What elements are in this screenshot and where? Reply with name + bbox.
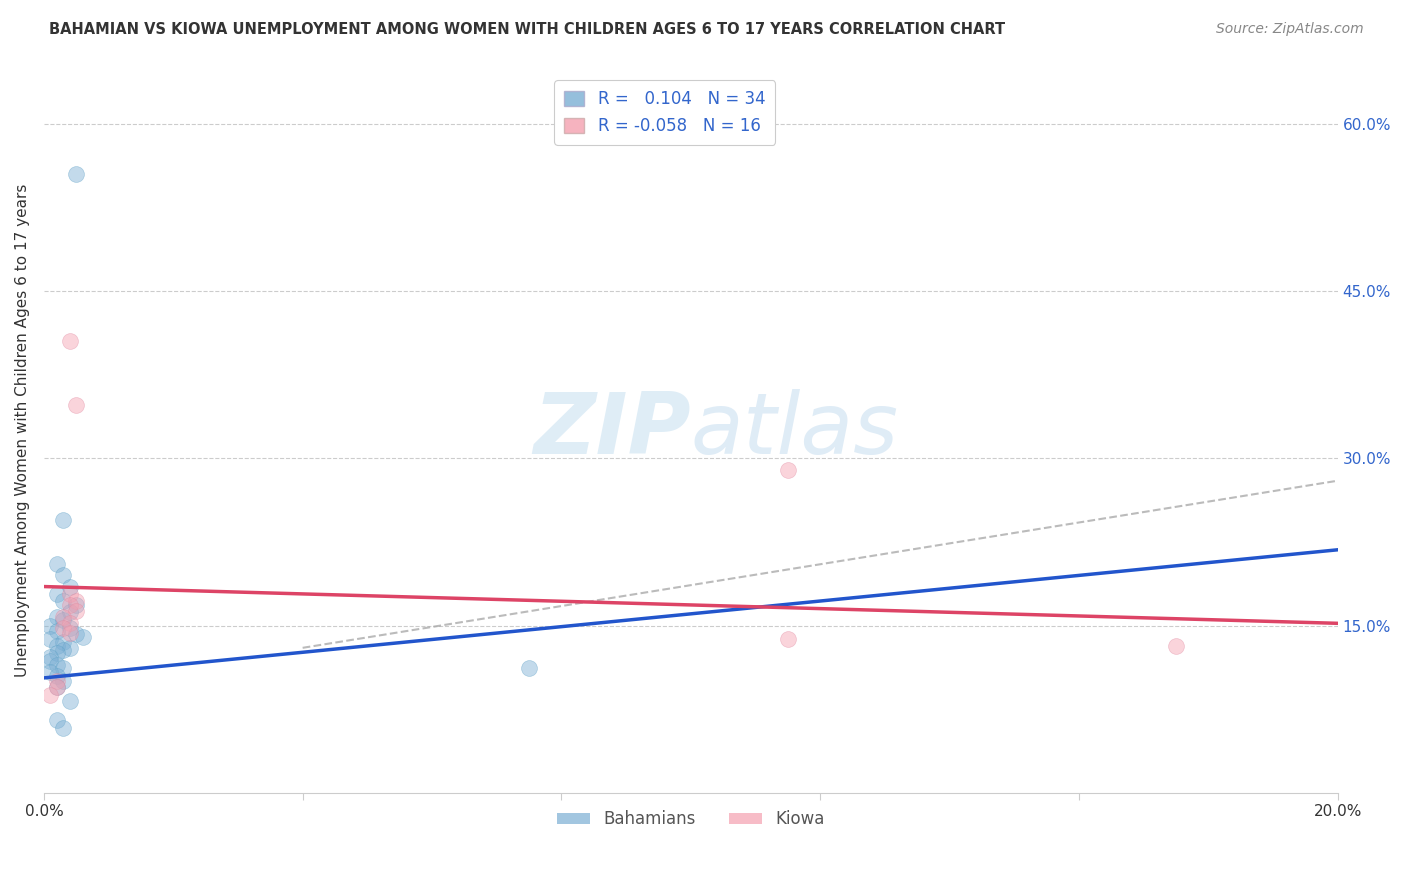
- Point: [65, 398, 87, 412]
- Point: [39, 632, 62, 646]
- Point: [45, 647, 67, 661]
- Point: [59, 334, 82, 349]
- Point: [59, 640, 82, 655]
- Point: [59, 621, 82, 635]
- Text: atlas: atlas: [690, 389, 898, 472]
- Point: [52, 568, 75, 582]
- Point: [59, 587, 82, 601]
- Point: [72, 630, 94, 644]
- Point: [39, 649, 62, 664]
- Point: [59, 626, 82, 640]
- Point: [52, 661, 75, 675]
- Point: [59, 599, 82, 613]
- Point: [39, 618, 62, 632]
- Point: [59, 605, 82, 619]
- Point: [65, 167, 87, 181]
- Point: [45, 587, 67, 601]
- Point: [52, 621, 75, 635]
- Y-axis label: Unemployment Among Women with Children Ages 6 to 17 years: Unemployment Among Women with Children A…: [15, 184, 30, 677]
- Point: [45, 680, 67, 694]
- Point: [59, 580, 82, 594]
- Point: [39, 654, 62, 668]
- Point: [776, 462, 799, 476]
- Point: [45, 639, 67, 653]
- Text: BAHAMIAN VS KIOWA UNEMPLOYMENT AMONG WOMEN WITH CHILDREN AGES 6 TO 17 YEARS CORR: BAHAMIAN VS KIOWA UNEMPLOYMENT AMONG WOM…: [49, 22, 1005, 37]
- Point: [45, 558, 67, 572]
- Point: [45, 713, 67, 727]
- Point: [59, 616, 82, 631]
- Point: [52, 635, 75, 649]
- Point: [517, 661, 540, 675]
- Point: [45, 668, 67, 682]
- Point: [65, 594, 87, 608]
- Point: [52, 643, 75, 657]
- Point: [39, 688, 62, 702]
- Text: ZIP: ZIP: [533, 389, 690, 472]
- Point: [52, 721, 75, 735]
- Legend: Bahamians, Kiowa: Bahamians, Kiowa: [550, 804, 831, 835]
- Point: [52, 609, 75, 624]
- Point: [52, 674, 75, 689]
- Point: [52, 513, 75, 527]
- Point: [65, 604, 87, 618]
- Point: [1164, 639, 1187, 653]
- Point: [45, 680, 67, 694]
- Point: [776, 632, 799, 646]
- Point: [65, 627, 87, 641]
- Text: Source: ZipAtlas.com: Source: ZipAtlas.com: [1216, 22, 1364, 37]
- Point: [45, 624, 67, 639]
- Point: [52, 613, 75, 627]
- Point: [45, 657, 67, 672]
- Point: [45, 609, 67, 624]
- Point: [65, 599, 87, 613]
- Point: [39, 665, 62, 680]
- Point: [52, 594, 75, 608]
- Point: [59, 694, 82, 708]
- Point: [45, 674, 67, 689]
